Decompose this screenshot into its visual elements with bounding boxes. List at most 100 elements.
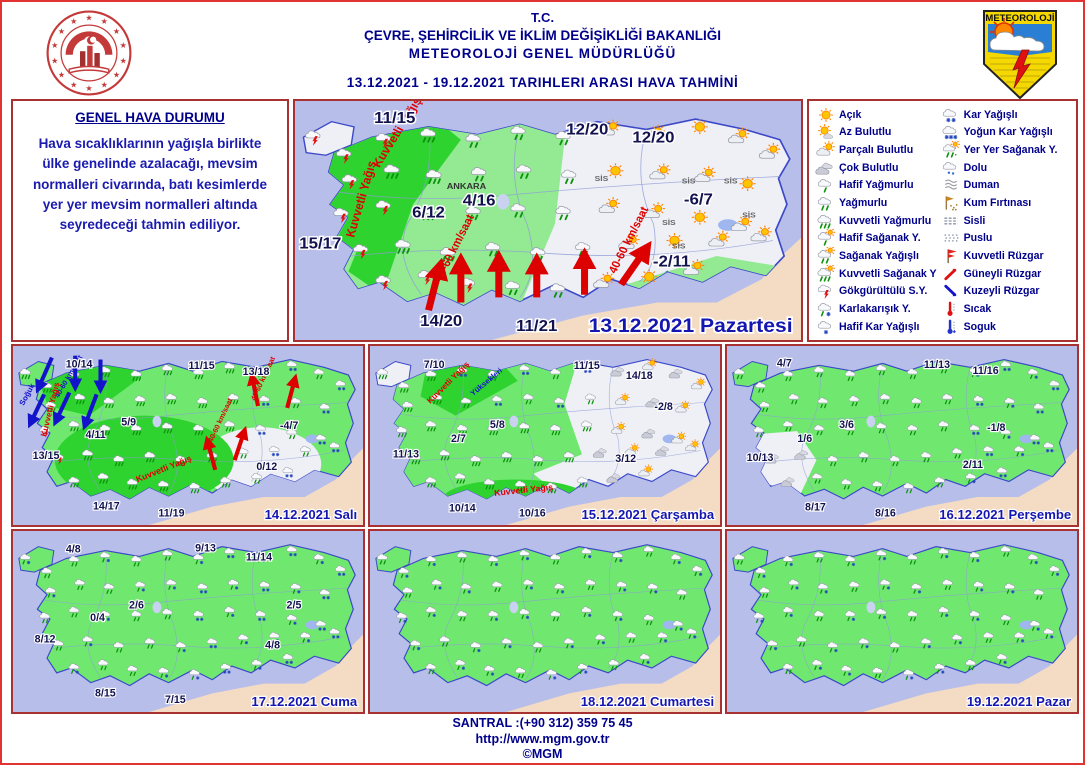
fog-label: SİS (682, 177, 696, 186)
heavy-rain-icon (68, 476, 80, 488)
sun-behind-cloud-icon (638, 464, 654, 477)
sleet-icon (251, 659, 262, 671)
heavy-rain-icon (549, 424, 561, 436)
sun-behind-cloud-icon (624, 443, 640, 455)
snow-icon (329, 441, 340, 453)
sleet-icon (920, 637, 932, 649)
rain-icon (938, 420, 949, 432)
heavy-snow-icon (942, 126, 957, 140)
svg-text:★: ★ (113, 70, 120, 80)
sleet-icon (470, 641, 481, 653)
sleet-icon (1043, 628, 1054, 639)
rain-icon (465, 133, 481, 148)
sun-icon (641, 269, 658, 285)
neighbor-land (149, 634, 363, 712)
clouds-icon (592, 448, 607, 458)
clouds-icon (645, 397, 660, 408)
temperature-label: 5/9 (121, 416, 136, 428)
fog-icon (943, 217, 958, 225)
legend-item: Sağanak Yağışlı (815, 246, 940, 265)
temperature-label: 11/19 (158, 507, 184, 519)
snow-icon (259, 395, 270, 406)
footer-copyright: ©MGM (522, 747, 563, 762)
sleet-icon (788, 579, 800, 590)
legend-item: Kuvvetli Rüzgar (940, 247, 1074, 265)
heavy-rain-icon (518, 422, 530, 434)
rain-icon (1033, 588, 1045, 600)
sun-behind-cloud-icon (730, 215, 753, 231)
meteorology-logo: METEOROLOJİ (983, 10, 1057, 100)
temperature-label: 2/11 (963, 459, 983, 471)
snow-icon (319, 588, 331, 600)
rain-icon (813, 610, 825, 622)
sun-behind-cloud-icon (643, 124, 665, 141)
sleet-icon (431, 579, 443, 590)
legend-item-label: Hafif Sağanak Y. (839, 232, 921, 245)
map-tuesday: Soğuk 40-60 km/saat Kuvvetli Yağış Kuvvetli… (11, 344, 365, 527)
wind-arrow (232, 425, 249, 461)
neighbor-land (863, 634, 1077, 712)
rain-icon (907, 368, 918, 380)
rain-icon (813, 424, 825, 436)
legend-column-1: Açık Az Bulutlu Parçalı Bulutlu Çok Bulu… (815, 106, 940, 335)
logo-book (68, 65, 110, 74)
clouds-icon (780, 477, 795, 487)
clouds-icon (794, 450, 808, 460)
heavy-rain-icon (165, 393, 177, 405)
map-date-label: 14.12.2021 Salı (265, 507, 358, 522)
rain-icon (561, 169, 577, 185)
heavy-rain-icon (227, 393, 239, 405)
temperature-label: 4/16 (463, 192, 496, 209)
sleet-icon (134, 581, 146, 592)
sleet-icon (20, 553, 31, 565)
heavy-rain-icon (514, 480, 526, 492)
map-sunday: 19.12.2021 Pazar (725, 529, 1079, 714)
rain-icon (625, 631, 637, 643)
sleet-icon (484, 665, 495, 676)
legend-item: Puslu (940, 229, 1074, 247)
svg-text:★: ★ (51, 40, 58, 50)
rain-icon (872, 667, 883, 679)
snow-icon (206, 637, 218, 649)
map-saturday: 18.12.2021 Cumartesi (368, 529, 722, 714)
sleet-icon (753, 612, 765, 624)
rain-icon (907, 424, 918, 436)
sleet-icon (454, 659, 466, 671)
rain-icon (402, 586, 413, 598)
heavy-shower-icon (817, 264, 836, 282)
sleet-icon (228, 579, 239, 590)
temperature-label: 8/16 (875, 507, 896, 519)
temperature-label: -6/7 (684, 191, 713, 208)
rain-icon (848, 395, 860, 407)
rain-icon (844, 424, 856, 436)
sleet-icon (969, 366, 980, 378)
general-weather-text: Hava sıcaklıklarının yağışla birlikte ül… (32, 136, 268, 232)
sleet-icon (767, 639, 778, 651)
heavy-rain-icon (402, 401, 413, 413)
wind-arrow (27, 393, 46, 429)
rain-icon (130, 610, 142, 622)
heavy-rain-icon (19, 368, 31, 380)
heavy-rain-icon (420, 128, 436, 143)
temperature-label: 8/17 (805, 502, 826, 514)
heavy-rain-icon (175, 455, 187, 467)
temperature-label: 2/5 (287, 599, 302, 611)
temperature-label: 4/8 (66, 543, 81, 555)
legend-item-label: Yer Yer Sağanak Y. (963, 144, 1058, 157)
thunderstorm-icon (336, 148, 352, 164)
north-wind-icon (943, 285, 956, 297)
sun-behind-cloud-icon (611, 421, 626, 434)
sleet-icon (425, 606, 437, 618)
wind-arrow (81, 393, 99, 431)
legend-item-label: Karlakarışık Y. (839, 302, 911, 315)
heavy-rain-icon (383, 164, 400, 179)
sleet-icon (879, 579, 891, 590)
footer-url[interactable]: http://www.mgm.gov.tr (475, 731, 610, 746)
sun-behind-cloud-icon (728, 127, 750, 144)
footer: SANTRAL :(+90 312) 359 75 45 http://www.… (2, 716, 1083, 763)
snow-icon (329, 628, 340, 639)
rain-icon (510, 125, 526, 141)
legend-item: Hafif Yağmurlu (815, 177, 940, 195)
meteorology-logo-text: METEOROLOJİ (985, 13, 1054, 24)
legend-item: Kuvvetli Yağmurlu (815, 212, 940, 230)
